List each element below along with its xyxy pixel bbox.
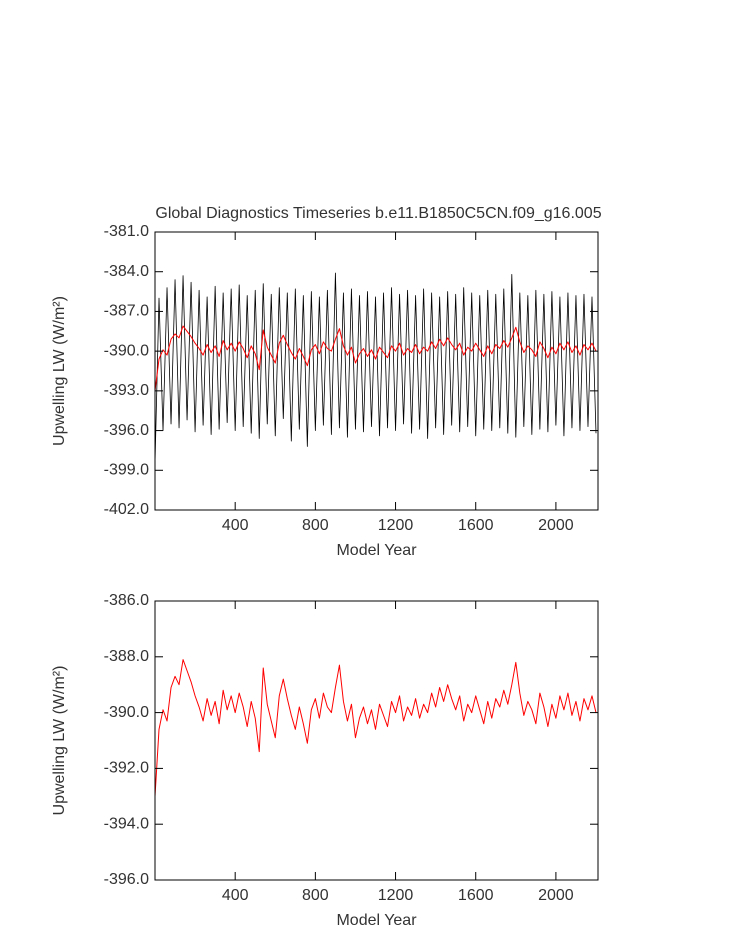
y-tick-label: -396.0 [104,871,149,888]
y-tick-label: -384.0 [104,263,149,280]
x-axis-label: Model Year [336,912,417,929]
x-tick-label: 400 [222,887,249,904]
y-tick-label: -386.0 [104,592,149,609]
y-tick-label: -390.0 [104,342,149,359]
x-tick-label: 800 [302,517,329,534]
y-tick-label: -394.0 [104,815,149,832]
series-line [154,272,597,464]
series-line [154,659,597,797]
y-tick-label: -399.0 [104,462,149,479]
plot-frame [154,600,599,881]
x-tick-label: 1200 [378,887,414,904]
x-tick-label: 2000 [538,887,574,904]
chart-title: Global Diagnostics Timeseries b.e11.B185… [155,205,601,222]
x-tick-label: 800 [302,887,329,904]
y-axis-label: Upwelling LW (W/m²) [51,666,68,816]
x-tick-label: 1200 [378,517,414,534]
y-tick-label: -381.0 [104,223,149,240]
y-tick-label: -388.0 [104,648,149,665]
y-tick-label: -402.0 [104,501,149,518]
x-axis-label: Model Year [336,542,417,559]
y-axis-label: Upwelling LW (W/m²) [51,296,68,446]
y-tick-label: -393.0 [104,382,149,399]
y-tick-label: -387.0 [104,303,149,320]
x-tick-label: 400 [222,517,249,534]
y-tick-label: -392.0 [104,760,149,777]
x-tick-label: 1600 [458,887,494,904]
plot-frame [154,231,599,511]
series-line [154,325,597,391]
x-tick-label: 1600 [458,517,494,534]
y-tick-label: -390.0 [104,704,149,721]
y-tick-label: -396.0 [104,422,149,439]
x-tick-label: 2000 [538,517,574,534]
